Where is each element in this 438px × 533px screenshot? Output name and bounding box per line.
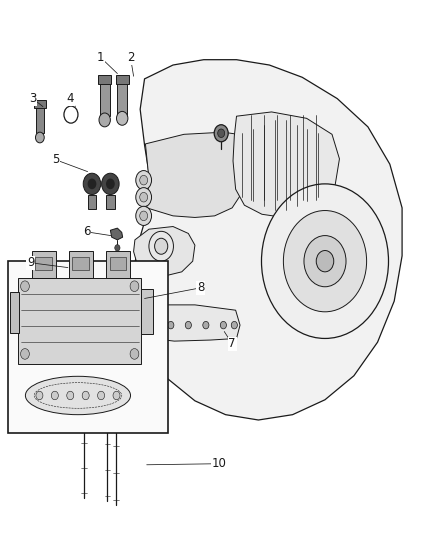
Bar xyxy=(106,195,115,209)
Circle shape xyxy=(88,179,96,189)
Bar xyxy=(81,404,88,414)
Bar xyxy=(98,75,111,84)
Circle shape xyxy=(140,211,148,221)
Circle shape xyxy=(102,173,119,195)
Circle shape xyxy=(149,231,173,261)
Bar xyxy=(113,406,120,416)
Circle shape xyxy=(136,188,152,207)
Polygon shape xyxy=(145,132,251,217)
Circle shape xyxy=(185,321,191,329)
Circle shape xyxy=(36,391,43,400)
Circle shape xyxy=(115,245,120,251)
Circle shape xyxy=(316,251,334,272)
Circle shape xyxy=(150,321,156,329)
Text: 10: 10 xyxy=(212,457,226,470)
Text: 4: 4 xyxy=(66,92,74,105)
Text: 7: 7 xyxy=(228,337,236,350)
Text: 5: 5 xyxy=(53,154,60,166)
Ellipse shape xyxy=(25,376,131,415)
Circle shape xyxy=(231,321,237,329)
Text: 6: 6 xyxy=(83,225,91,238)
Polygon shape xyxy=(132,60,402,420)
Circle shape xyxy=(261,184,389,338)
Polygon shape xyxy=(145,305,240,341)
Bar xyxy=(18,278,141,364)
Circle shape xyxy=(35,132,44,143)
Bar xyxy=(69,251,93,278)
Circle shape xyxy=(83,173,101,195)
Circle shape xyxy=(304,236,346,287)
Bar xyxy=(32,251,56,278)
Polygon shape xyxy=(134,227,195,276)
Bar xyxy=(106,251,130,278)
Circle shape xyxy=(21,281,29,292)
Text: 8: 8 xyxy=(197,281,204,294)
Circle shape xyxy=(82,391,89,400)
Circle shape xyxy=(106,179,115,189)
Bar xyxy=(117,83,127,116)
Polygon shape xyxy=(233,112,339,217)
Bar xyxy=(116,75,129,84)
Circle shape xyxy=(136,206,152,225)
Circle shape xyxy=(203,321,209,329)
Text: 3: 3 xyxy=(29,92,36,105)
Bar xyxy=(110,257,126,270)
Circle shape xyxy=(155,238,168,254)
Circle shape xyxy=(99,113,110,127)
Text: 2: 2 xyxy=(127,51,134,64)
Circle shape xyxy=(21,349,29,359)
Circle shape xyxy=(67,391,74,400)
Circle shape xyxy=(98,391,105,400)
Bar xyxy=(34,100,46,108)
Circle shape xyxy=(140,175,148,185)
Circle shape xyxy=(130,281,139,292)
Bar xyxy=(10,292,19,333)
Circle shape xyxy=(136,171,152,190)
Circle shape xyxy=(168,321,174,329)
Bar xyxy=(36,106,44,133)
Bar xyxy=(88,195,96,209)
Circle shape xyxy=(130,349,139,359)
Circle shape xyxy=(117,111,128,125)
Bar xyxy=(8,261,168,433)
Bar xyxy=(72,257,89,270)
Bar xyxy=(141,289,153,334)
Circle shape xyxy=(113,391,120,400)
Bar xyxy=(100,83,110,116)
Circle shape xyxy=(283,211,367,312)
Circle shape xyxy=(218,129,225,138)
Circle shape xyxy=(140,192,148,202)
Bar xyxy=(104,405,111,415)
Polygon shape xyxy=(110,228,123,240)
Circle shape xyxy=(214,125,228,142)
Bar xyxy=(35,257,52,270)
Circle shape xyxy=(220,321,226,329)
Text: 1: 1 xyxy=(97,51,105,64)
Circle shape xyxy=(51,391,58,400)
Text: 9: 9 xyxy=(27,256,35,269)
